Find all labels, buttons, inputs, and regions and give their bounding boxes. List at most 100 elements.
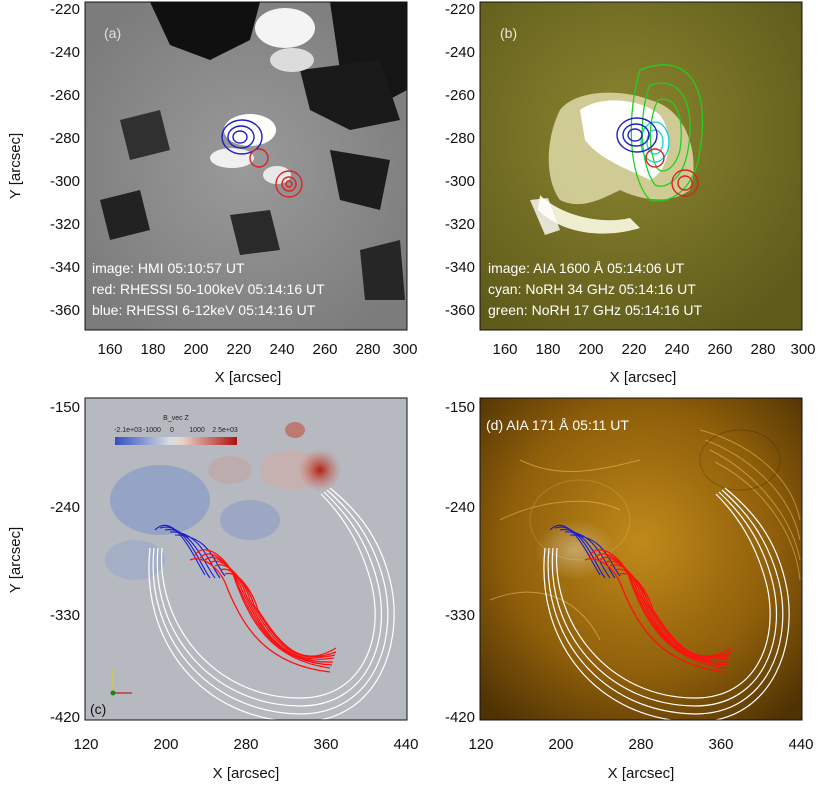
panel-b-xtick: 280: [750, 341, 775, 358]
panel-a-rhessi-blue-contours: [221, 119, 263, 155]
panel-a-annotation-1: image: HMI 05:10:57 UT: [92, 260, 245, 276]
panel-b-annotation-1: image: AIA 1600 Å 05:14:06 UT: [488, 260, 685, 276]
panel-a-ytick: -260: [50, 87, 80, 104]
colorbar-tick: 2.5e+03: [212, 427, 238, 434]
panel-c-ytick: -420: [50, 709, 80, 726]
panel-b-frame: [479, 1, 803, 331]
panel-d-xticks: 120 200 280 360 440: [468, 736, 813, 753]
panel-d-ytick: -150: [445, 399, 475, 416]
panel-d-image: [480, 398, 802, 720]
panel-c-xtick: 120: [73, 736, 98, 753]
panel-d-xtick: 120: [468, 736, 493, 753]
colorbar-gradient: [115, 437, 237, 445]
panel-c-xlabel: X [arcsec]: [213, 765, 280, 782]
panel-b-rhessi-red-contours: [645, 148, 699, 197]
panel-c-ytick: -150: [50, 399, 80, 416]
panel-a-ytick: -220: [50, 1, 80, 18]
panel-c-ylabel: Y [arcsec]: [7, 527, 24, 593]
panel-d-red-field-lines: [584, 549, 732, 673]
panel-c-colorbar: B_vec Z -2.1e+03 -1000 0 1000 2.5e+03: [114, 415, 238, 445]
panel-b-xtick: 180: [535, 341, 560, 358]
panel-d-xlabel: X [arcsec]: [608, 765, 675, 782]
panel-a-annotation-2: red: RHESSI 50-100keV 05:14:16 UT: [92, 281, 325, 297]
panel-b-xtick: 220: [621, 341, 646, 358]
panel-d-ytick: -420: [445, 709, 475, 726]
panel-c-xtick: 200: [153, 736, 178, 753]
panel-a-xtick: 160: [97, 341, 122, 358]
panel-c-image: [85, 398, 407, 720]
panel-c-white-field-lines: [148, 487, 395, 723]
panel-c-ytick: -330: [50, 607, 80, 624]
colorbar-title: B_vec Z: [163, 415, 189, 422]
panel-a-ytick: -360: [50, 302, 80, 319]
colorbar-tick: -1000: [143, 427, 161, 434]
panel-c: B_vec Z -2.1e+03 -1000 0 1000 2.5e+03: [7, 397, 419, 782]
panel-b-ytick: -240: [445, 44, 475, 61]
panel-b-ytick: -320: [445, 216, 475, 233]
panel-a-xtick: 260: [312, 341, 337, 358]
panel-a-ytick: -300: [50, 173, 80, 190]
panel-a-ytick: -320: [50, 216, 80, 233]
panel-a-ytick: -280: [50, 130, 80, 147]
panel-b: (b) image: AIA 1600 Å 05:14:06 UT cyan: …: [445, 1, 816, 386]
panel-a-ylabel: Y [arcsec]: [7, 133, 24, 199]
panel-b-xtick: 240: [664, 341, 689, 358]
panel-d-xtick: 280: [628, 736, 653, 753]
panel-a-xtick: 200: [183, 341, 208, 358]
panel-a-xlabel: X [arcsec]: [215, 369, 282, 386]
panel-a-yticks: -220 -240 -260 -280 -300 -320 -340 -360: [50, 1, 80, 319]
panel-c-label: (c): [90, 701, 106, 717]
panel-a-xticks: 160 180 200 220 240 260 280 300: [97, 341, 417, 358]
panel-d-blue-field-lines: [549, 524, 621, 579]
panel-c-red-field-lines: [189, 549, 337, 673]
panel-c-yticks: -150 -240 -330 -420: [50, 399, 80, 726]
panel-b-annotation-2: cyan: NoRH 34 GHz 05:14:16 UT: [488, 281, 696, 297]
panel-b-ytick: -220: [445, 1, 475, 18]
panel-d-ytick: -330: [445, 607, 475, 624]
panel-d-frame: [479, 397, 803, 721]
panel-a-annotation-3: blue: RHESSI 6-12keV 05:14:16 UT: [92, 302, 316, 318]
panel-b-rhessi-blue-contours: [616, 117, 658, 153]
panel-d: (d) AIA 171 Å 05:11 UT 120 200 280 360 4…: [445, 397, 814, 782]
panel-c-xtick: 440: [393, 736, 418, 753]
panel-d-label: (d) AIA 171 Å 05:11 UT: [486, 417, 629, 433]
panel-a-label: (a): [104, 25, 121, 41]
panel-c-xtick: 280: [233, 736, 258, 753]
panel-b-xtick: 300: [790, 341, 815, 358]
panel-a: (a) image: HMI 05:10:57 UT red: RHESSI 5…: [7, 1, 418, 386]
panel-c-frame: [84, 397, 408, 721]
panel-a-xtick: 180: [140, 341, 165, 358]
panel-b-ytick: -260: [445, 87, 475, 104]
panel-b-xticks: 160 180 200 220 240 260 280 300: [492, 341, 815, 358]
panel-b-annotation-3: green: NoRH 17 GHz 05:14:16 UT: [488, 302, 702, 318]
panel-b-xtick: 160: [492, 341, 517, 358]
panel-b-yticks: -220 -240 -260 -280 -300 -320 -340 -360: [445, 1, 475, 319]
panel-d-xtick: 360: [708, 736, 733, 753]
panel-d-yticks: -150 -240 -330 -420: [445, 399, 475, 726]
colorbar-tick: 0: [170, 427, 174, 434]
panel-a-xtick: 240: [269, 341, 294, 358]
panel-c-xticks: 120 200 280 360 440: [73, 736, 418, 753]
panel-d-white-field-lines: [543, 487, 790, 723]
colorbar-tick: 1000: [189, 427, 205, 434]
panel-a-xtick: 280: [355, 341, 380, 358]
panel-a-magnetogram-features: [100, 2, 407, 300]
panel-d-bright-region: [535, 520, 615, 580]
panel-d-xtick: 440: [788, 736, 813, 753]
panel-b-xlabel: X [arcsec]: [610, 369, 677, 386]
panel-a-xtick: 220: [226, 341, 251, 358]
panel-a-ytick: -340: [50, 259, 80, 276]
panel-a-frame: [84, 1, 408, 331]
panel-b-ytick: -300: [445, 173, 475, 190]
panel-b-xtick: 200: [578, 341, 603, 358]
panel-b-ytick: -360: [445, 302, 475, 319]
panel-a-rhessi-red-contours: [249, 148, 303, 198]
panel-b-ytick: -280: [445, 130, 475, 147]
panel-c-xtick: 360: [313, 736, 338, 753]
panel-a-xtick: 300: [392, 341, 417, 358]
panel-c-ytick: -240: [50, 499, 80, 516]
panel-b-ytick: -340: [445, 259, 475, 276]
panel-d-ytick: -240: [445, 499, 475, 516]
panel-c-axis-triad-icon: [110, 670, 132, 696]
